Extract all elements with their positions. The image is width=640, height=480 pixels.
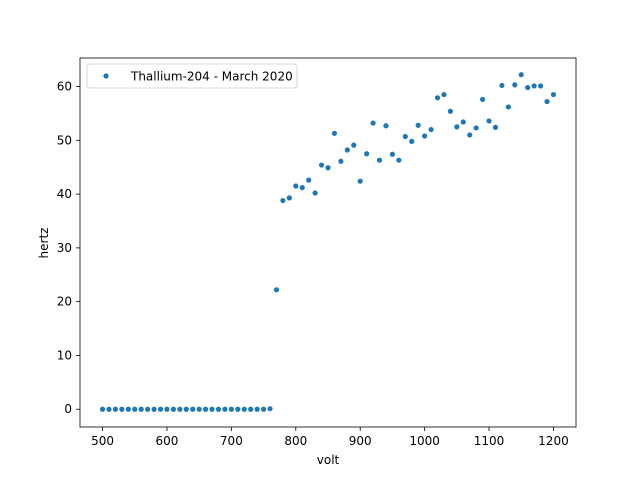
plot-frame <box>79 57 577 428</box>
data-point <box>537 83 544 89</box>
data-point <box>518 72 524 78</box>
data-point <box>376 157 383 163</box>
data-point <box>260 406 267 412</box>
data-point <box>479 96 486 103</box>
data-point <box>550 91 557 98</box>
data-point <box>344 147 350 153</box>
data-point <box>190 406 196 412</box>
x-axis-label: volt <box>317 453 340 467</box>
data-point <box>364 151 370 157</box>
data-point <box>525 84 531 91</box>
data-point <box>235 406 241 412</box>
legend-box <box>86 63 298 89</box>
x-tick-label: 600 <box>156 434 179 448</box>
data-point <box>441 91 447 98</box>
y-tick-label: 50 <box>57 133 72 147</box>
x-tick-label: 800 <box>284 434 307 448</box>
data-point <box>170 406 177 412</box>
data-point <box>157 406 164 412</box>
x-tick-label: 1100 <box>474 434 505 448</box>
data-point <box>280 197 286 204</box>
x-tick-label: 700 <box>220 434 243 448</box>
data-point <box>422 133 428 139</box>
data-point <box>447 108 453 114</box>
data-point <box>351 142 357 148</box>
x-tick-label: 900 <box>349 434 372 448</box>
data-point <box>370 120 376 126</box>
data-point <box>228 406 234 412</box>
y-tick-label: 0 <box>64 402 72 416</box>
data-points <box>99 72 557 412</box>
data-point <box>325 165 331 171</box>
data-point <box>299 185 305 191</box>
data-point <box>267 406 273 412</box>
data-point <box>492 124 499 130</box>
data-point <box>177 406 183 412</box>
data-point <box>306 177 312 183</box>
data-point <box>254 406 260 412</box>
data-point <box>203 406 209 412</box>
data-point <box>454 124 460 130</box>
data-point <box>222 406 228 412</box>
data-point <box>505 104 511 110</box>
y-tick-label: 20 <box>57 295 72 309</box>
data-point <box>467 132 473 138</box>
data-point <box>99 406 106 412</box>
data-point <box>499 82 505 89</box>
data-point <box>183 406 189 412</box>
data-point <box>389 151 396 157</box>
data-point <box>396 157 402 163</box>
data-point <box>415 122 421 128</box>
data-point <box>273 287 280 293</box>
data-point <box>112 406 119 412</box>
data-point <box>544 98 550 105</box>
data-point <box>312 190 318 196</box>
data-point <box>119 406 125 412</box>
data-point <box>338 158 344 164</box>
data-point <box>486 118 492 124</box>
data-point <box>248 406 254 412</box>
y-axis-label: hertz <box>37 228 51 259</box>
legend-label: Thallium-204 - March 2020 <box>130 70 293 84</box>
data-point <box>512 82 518 88</box>
data-point <box>145 406 151 412</box>
data-point <box>434 95 441 101</box>
data-point <box>409 138 415 144</box>
data-point <box>241 406 247 412</box>
x-axis-ticks: 500 600 700 800 900 1000 1100 1200 <box>91 427 569 448</box>
data-point <box>428 126 434 133</box>
data-point <box>138 406 144 412</box>
data-point <box>531 83 537 89</box>
data-point <box>125 406 131 412</box>
x-tick-label: 1000 <box>409 434 440 448</box>
data-point <box>402 133 408 140</box>
y-tick-label: 10 <box>57 348 72 362</box>
data-point <box>209 406 215 412</box>
data-point <box>215 406 222 412</box>
data-point <box>151 406 157 412</box>
data-point <box>286 195 292 201</box>
data-point <box>383 123 389 129</box>
legend: Thallium-204 - March 2020 <box>86 63 298 89</box>
x-tick-label: 1200 <box>538 434 569 448</box>
y-tick-label: 30 <box>57 241 72 255</box>
data-point <box>473 125 479 131</box>
y-tick-label: 40 <box>57 187 72 201</box>
data-point <box>106 406 112 412</box>
x-tick-label: 500 <box>91 434 114 448</box>
y-tick-label: 60 <box>57 80 72 94</box>
data-point <box>460 119 466 125</box>
data-point <box>196 406 202 412</box>
data-point <box>293 183 299 189</box>
data-point <box>357 178 363 184</box>
data-point <box>331 130 338 136</box>
y-axis-ticks: 0 10 20 30 40 50 60 <box>57 80 80 416</box>
data-point <box>164 406 170 412</box>
data-point <box>132 406 138 412</box>
data-point <box>318 162 325 168</box>
legend-marker <box>103 73 109 79</box>
